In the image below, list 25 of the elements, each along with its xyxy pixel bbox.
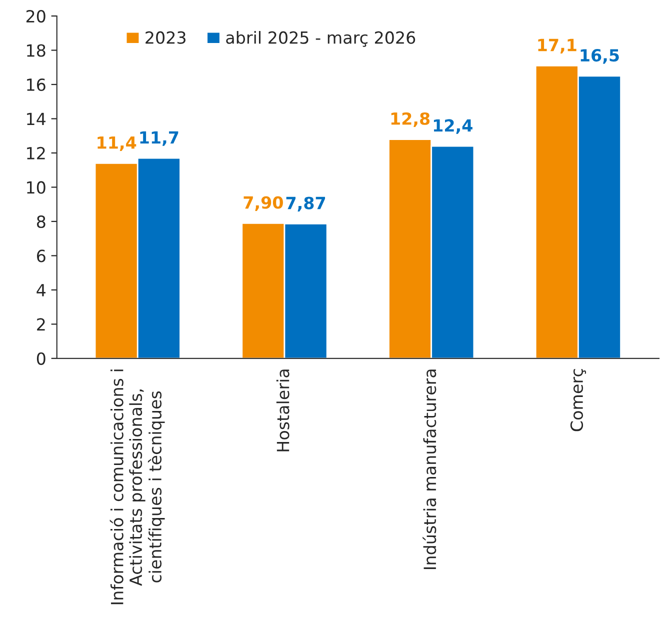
y-tick-label: 2 xyxy=(37,318,45,330)
y-tick-label: 16 xyxy=(27,78,46,92)
y-tick-label: 14 xyxy=(27,112,46,126)
y-tick-label: 18 xyxy=(27,44,46,57)
legend-label: 2023 xyxy=(146,31,186,44)
y-tick-label: 6 xyxy=(37,250,46,262)
data-label: 12,4 xyxy=(434,119,472,134)
y-tick-label: 10 xyxy=(27,181,46,194)
y-tick-label: 0 xyxy=(36,352,46,365)
y-tick-label: 8 xyxy=(36,215,46,228)
data-label: 11,7 xyxy=(140,131,178,146)
y-tick-label: 20 xyxy=(26,10,46,23)
legend-label: abril 2025 - març 2026 xyxy=(226,31,416,47)
y-tick-label: 4 xyxy=(36,284,46,296)
data-label: 11,4 xyxy=(98,136,136,152)
data-label: 7,90 xyxy=(244,196,283,211)
x-tick-label: Informació i comunicacions i Activitats professionals, científiques i tècniques xyxy=(110,370,165,604)
data-label: 12,8 xyxy=(391,112,430,128)
data-label: 16,5 xyxy=(580,48,619,64)
x-tick-label: Hostaleria xyxy=(276,370,290,452)
x-tick-label: Comerç xyxy=(570,369,586,432)
x-tick-label: Indústria manufacturera xyxy=(422,370,436,570)
y-tick-label: 12 xyxy=(27,146,45,160)
data-label: 7,87 xyxy=(286,196,326,212)
data-label: 17,1 xyxy=(538,38,576,54)
